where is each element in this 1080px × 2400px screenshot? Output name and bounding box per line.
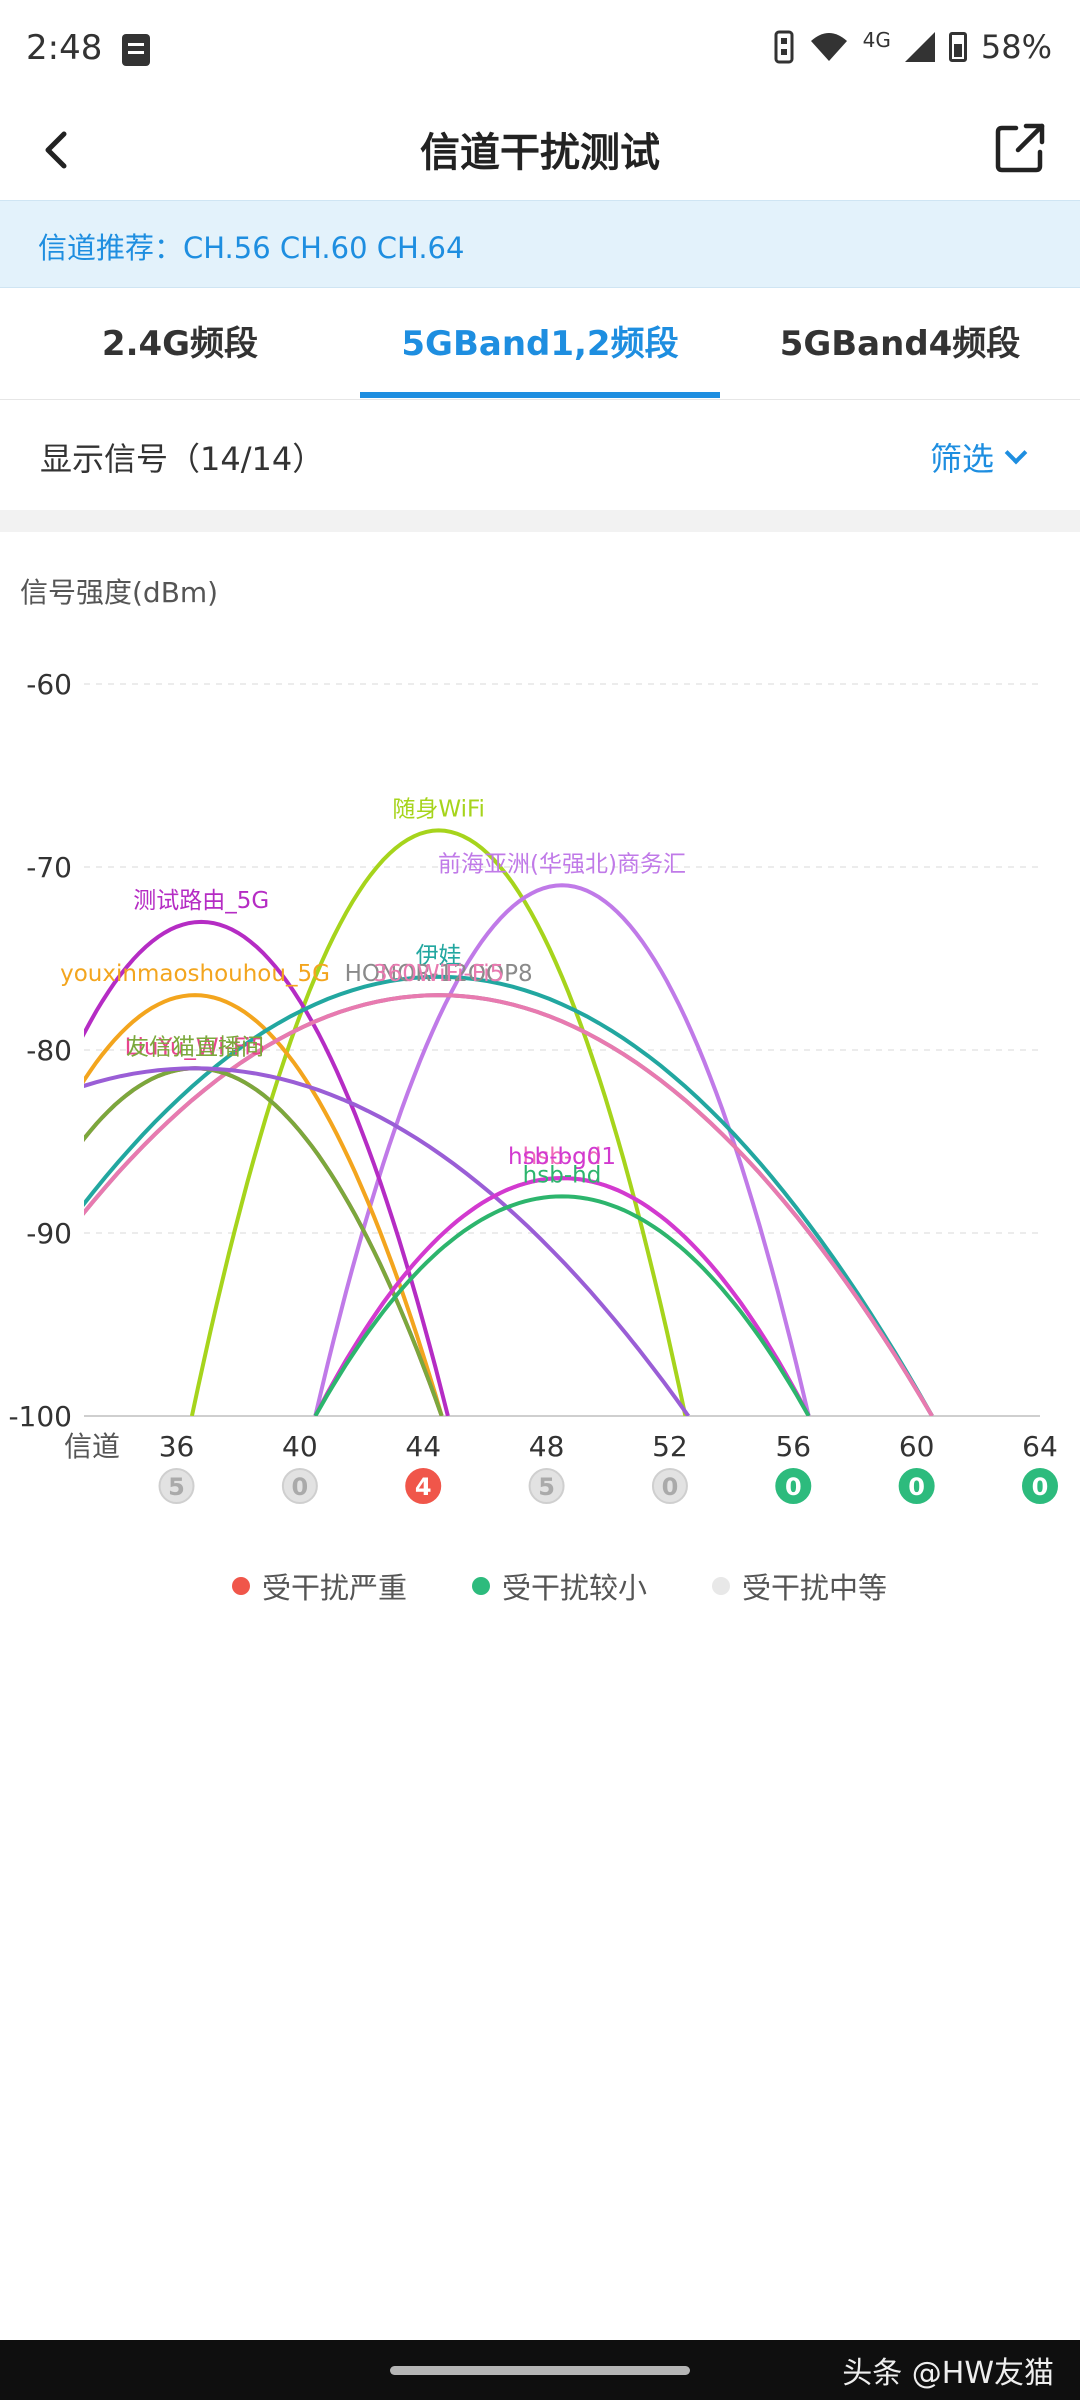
signal-curve bbox=[189, 828, 688, 1416]
signal-curve bbox=[84, 919, 450, 1416]
x-tick-label: 48 bbox=[529, 1430, 565, 1463]
filter-button[interactable]: 筛选 bbox=[929, 434, 1028, 480]
x-tick-label: 64 bbox=[1022, 1430, 1058, 1463]
battery-percent: 58% bbox=[980, 28, 1052, 66]
home-gesture-pill[interactable] bbox=[390, 2366, 690, 2375]
signal-count-label: 显示信号（14/14） bbox=[40, 440, 325, 478]
watermark: 头条 @HW友猫 bbox=[842, 2356, 1054, 2391]
series-label: 随身WiFi bbox=[392, 796, 485, 822]
filter-button-label: 筛选 bbox=[929, 440, 994, 478]
signal-curve bbox=[313, 1194, 811, 1416]
section-divider bbox=[0, 510, 1080, 532]
tab-5g-band1-2[interactable]: 5GBand1,2频段 bbox=[401, 324, 679, 364]
series-label: LiuYu_Wi-Fi5 bbox=[125, 1034, 266, 1060]
tab-2-4g[interactable]: 2.4G频段 bbox=[101, 324, 259, 364]
y-tick-label: -60 bbox=[26, 668, 72, 701]
x-tick-label: 44 bbox=[405, 1430, 441, 1463]
channel-count-badge bbox=[775, 1468, 812, 1504]
y-tick-label: -70 bbox=[26, 851, 72, 884]
channel-count-badge bbox=[281, 1468, 318, 1504]
page-title: 信道干扰测试 bbox=[420, 130, 660, 176]
battery-icon bbox=[948, 32, 967, 62]
navigation-bar: 头条 @HW友猫 bbox=[0, 2340, 1080, 2400]
channel-count-label: 0 bbox=[1032, 1473, 1049, 1501]
channel-count-badge bbox=[1022, 1468, 1058, 1504]
channel-count-badge bbox=[898, 1468, 935, 1504]
legend-label-low: 受干扰较小 bbox=[502, 1571, 648, 1605]
x-tick-label: 40 bbox=[282, 1430, 318, 1463]
x-tick-label: 52 bbox=[652, 1430, 688, 1463]
chart-legend: 受干扰严重 受干扰较小 受干扰中等 bbox=[0, 1565, 1080, 1615]
legend-dot-low bbox=[472, 1577, 490, 1595]
status-icons: 4G 58% bbox=[773, 28, 1052, 66]
signal-curve bbox=[313, 1176, 811, 1416]
interference-chart: 信号强度(dBm) -60 -70 -80 -90 -100 信道 36 5 40 0 44 4 48 5 5… bbox=[0, 532, 1080, 1552]
tab-5g-band4[interactable]: 5GBand4频段 bbox=[779, 324, 1021, 364]
signal-curve bbox=[84, 993, 444, 1416]
legend-dot-medium bbox=[712, 1577, 730, 1595]
series-label: 360WiFi-Fi5 bbox=[373, 961, 504, 987]
y-axis-label: 信号强度(dBm) bbox=[20, 576, 218, 609]
x-tick-label: 60 bbox=[899, 1430, 935, 1463]
channel-count-label: 4 bbox=[415, 1473, 432, 1501]
status-bar: 2:48 4G 58% bbox=[0, 0, 1080, 100]
signal-curve bbox=[84, 1066, 691, 1416]
channel-count-label: 0 bbox=[292, 1473, 309, 1501]
channel-count-badge bbox=[405, 1468, 442, 1504]
x-tick-label: 36 bbox=[159, 1430, 195, 1463]
legend-item-severe: 受干扰严重 bbox=[232, 1565, 407, 1607]
chevron-down-icon bbox=[1004, 441, 1028, 465]
vibrate-icon bbox=[774, 30, 794, 64]
x-axis-label: 信道 bbox=[64, 1430, 120, 1463]
series-label: youxinmaoshouhou_5G bbox=[60, 961, 330, 987]
note-icon bbox=[122, 34, 150, 66]
band-tabs: 2.4G频段 5GBand1,2频段 5GBand4频段 bbox=[0, 288, 1080, 400]
x-tick-label: 56 bbox=[775, 1430, 811, 1463]
network-type: 4G bbox=[862, 28, 891, 52]
legend-dot-severe bbox=[232, 1577, 250, 1595]
legend-item-medium: 受干扰中等 bbox=[712, 1565, 887, 1607]
legend-label-medium: 受干扰中等 bbox=[742, 1571, 888, 1605]
series-label: hsb-bg01 bbox=[508, 1144, 616, 1170]
signal-curve bbox=[313, 883, 811, 1416]
channel-count-label: 5 bbox=[168, 1473, 185, 1501]
series-label: 友信猫直播间 bbox=[126, 1034, 264, 1060]
cell-signal-icon bbox=[904, 32, 935, 62]
recommend-text: 信道推荐：CH.56 CH.60 CH.64 bbox=[38, 231, 465, 265]
y-tick-label: -90 bbox=[26, 1217, 72, 1250]
channel-count-badge bbox=[528, 1468, 565, 1504]
channel-count-label: 0 bbox=[908, 1473, 925, 1501]
channel-count-badge bbox=[158, 1468, 195, 1504]
signal-curve bbox=[84, 993, 934, 1416]
series-label: hsb-gd bbox=[523, 1144, 602, 1170]
chevron-left-icon[interactable] bbox=[30, 122, 86, 178]
signal-curve bbox=[84, 974, 934, 1416]
series-label: HONOR-12OOP8 bbox=[345, 961, 533, 987]
channel-count-label: 5 bbox=[538, 1473, 555, 1501]
y-tick-label: -80 bbox=[26, 1034, 72, 1067]
channel-count-label: 0 bbox=[662, 1473, 679, 1501]
nav-bar: 信道干扰测试 bbox=[0, 100, 1080, 200]
channel-count-label: 0 bbox=[785, 1473, 802, 1501]
wifi-icon bbox=[810, 33, 847, 61]
share-icon[interactable] bbox=[990, 118, 1050, 178]
filter-row: 显示信号（14/14） 筛选 bbox=[0, 400, 1080, 510]
legend-item-low: 受干扰较小 bbox=[472, 1565, 647, 1607]
series-label: 伊娃 bbox=[416, 943, 462, 969]
channel-count-badge bbox=[651, 1468, 688, 1504]
series-label: 前海亚洲(华强北)商务汇 bbox=[438, 851, 686, 877]
legend-label-severe: 受干扰严重 bbox=[262, 1571, 408, 1605]
y-tick-label: -100 bbox=[8, 1400, 72, 1433]
status-time: 2:48 bbox=[26, 28, 103, 68]
channel-recommendation-banner: 信道推荐：CH.56 CH.60 CH.64 bbox=[0, 200, 1080, 288]
series-label: 测试路由_5G bbox=[133, 888, 269, 914]
tab-indicator bbox=[360, 392, 720, 398]
series-label: hsb-hd bbox=[523, 1162, 602, 1188]
